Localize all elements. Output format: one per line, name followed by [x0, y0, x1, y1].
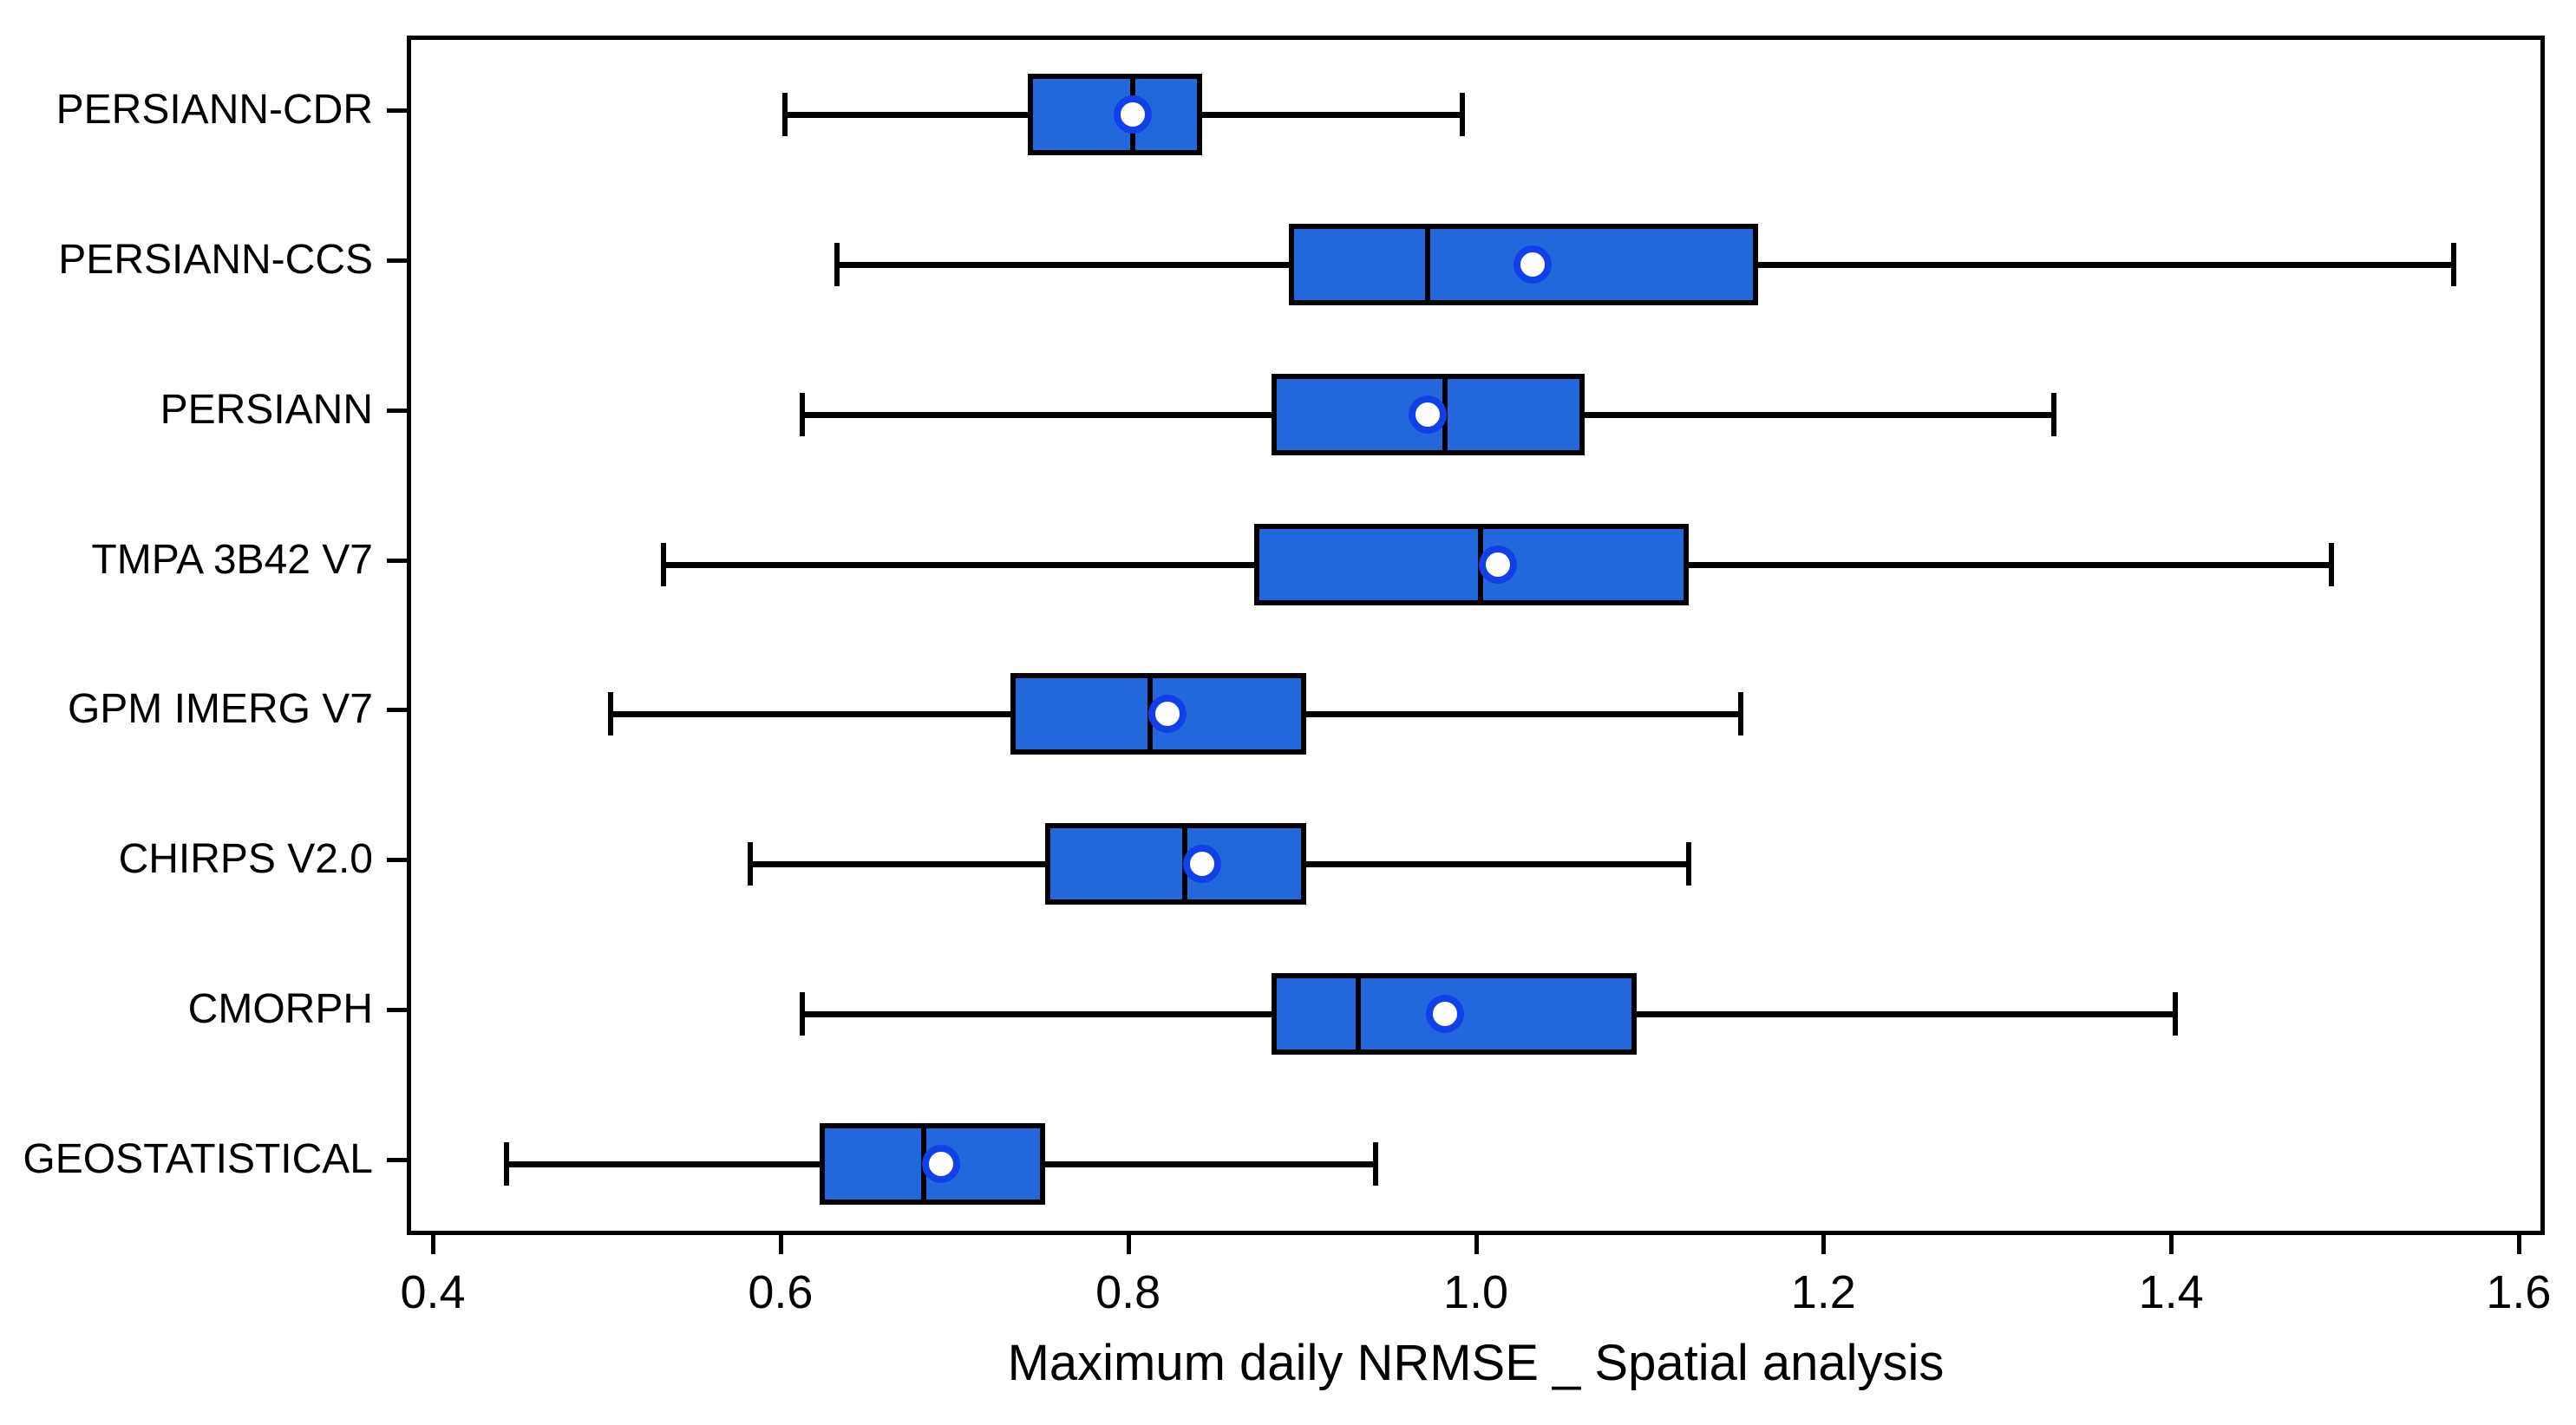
whisker-left	[611, 711, 1011, 718]
whisker-cap-low	[799, 992, 805, 1036]
mean-marker	[1478, 545, 1517, 584]
y-category-label: CHIRPS V2.0	[118, 836, 373, 883]
mean-marker	[1426, 995, 1465, 1034]
y-category-label: PERSIANN	[160, 386, 373, 433]
x-tick	[2516, 1231, 2521, 1254]
whisker-right	[1688, 561, 2332, 568]
whisker-cap-high	[1738, 692, 1744, 736]
y-tick	[387, 708, 407, 713]
whisker-cap-low	[834, 242, 840, 286]
whisker-right	[1045, 1161, 1376, 1167]
x-tick-label: 1.2	[1790, 1266, 1856, 1318]
x-tick-label: 1.4	[2138, 1266, 2204, 1318]
mean-marker	[1409, 395, 1448, 434]
x-tick-label: 1.6	[2486, 1266, 2552, 1318]
whisker-right	[1758, 261, 2454, 268]
y-tick	[387, 108, 407, 113]
mean-marker	[922, 1145, 961, 1183]
median-line	[1425, 223, 1431, 305]
whisker-cap-low	[799, 392, 805, 436]
iqr-box	[1028, 74, 1202, 155]
iqr-box	[1253, 523, 1689, 605]
y-tick	[387, 858, 407, 863]
y-category-label: PERSIANN-CDR	[56, 87, 373, 133]
whisker-cap-high	[1460, 93, 1466, 136]
whisker-cap-low	[781, 93, 788, 136]
whisker-left	[801, 1011, 1272, 1018]
x-tick-label: 0.4	[400, 1266, 466, 1318]
iqr-box	[1045, 823, 1307, 905]
whisker-cap-high	[1685, 842, 1691, 886]
whisker-cap-high	[2329, 542, 2335, 586]
whisker-right	[1306, 861, 1689, 868]
mean-marker	[1182, 845, 1221, 884]
whisker-cap-high	[2173, 992, 2179, 1036]
plot-area	[407, 36, 2545, 1235]
whisker-left	[836, 261, 1290, 268]
mean-marker	[1147, 695, 1187, 734]
mean-marker	[1113, 95, 1152, 134]
whisker-right	[1306, 711, 1742, 718]
whisker-left	[663, 561, 1254, 568]
x-tick	[1474, 1231, 1479, 1254]
whisker-cap-high	[2450, 242, 2456, 286]
whisker-cap-high	[1373, 1142, 1379, 1186]
x-tick	[1821, 1231, 1827, 1254]
whisker-right	[1584, 411, 2054, 418]
mean-marker	[1513, 245, 1552, 284]
y-tick	[387, 1008, 407, 1013]
y-tick	[387, 1158, 407, 1162]
whisker-right	[1636, 1011, 2176, 1018]
whisker-right	[1201, 112, 1463, 118]
x-tick-label: 0.6	[748, 1266, 814, 1318]
x-tick-label: 0.8	[1095, 1266, 1161, 1318]
whisker-left	[801, 411, 1272, 418]
x-tick	[431, 1231, 436, 1254]
y-category-label: TMPA 3B42 V7	[91, 536, 373, 583]
x-tick-label: 1.0	[1442, 1266, 1509, 1318]
y-tick	[387, 258, 407, 263]
whisker-cap-high	[2050, 392, 2056, 436]
whisker-cap-low	[660, 542, 666, 586]
x-axis-title: Maximum daily NRMSE _ Spatial analysis	[1007, 1335, 1945, 1391]
whisker-left	[749, 861, 1046, 868]
x-tick	[2169, 1231, 2174, 1254]
x-tick	[1126, 1231, 1131, 1254]
whisker-cap-low	[608, 692, 614, 736]
median-line	[1356, 973, 1362, 1056]
whisker-left	[507, 1161, 820, 1167]
whisker-left	[784, 112, 1029, 118]
x-tick	[778, 1231, 783, 1254]
y-category-label: PERSIANN-CCS	[58, 236, 373, 283]
y-category-label: CMORPH	[187, 986, 373, 1033]
whisker-cap-low	[504, 1142, 510, 1186]
iqr-box	[1272, 373, 1585, 455]
y-tick	[387, 558, 407, 563]
y-category-label: GPM IMERG V7	[67, 686, 373, 733]
y-category-label: GEOSTATISTICAL	[23, 1136, 373, 1182]
whisker-cap-low	[747, 842, 753, 886]
y-tick	[387, 408, 407, 413]
